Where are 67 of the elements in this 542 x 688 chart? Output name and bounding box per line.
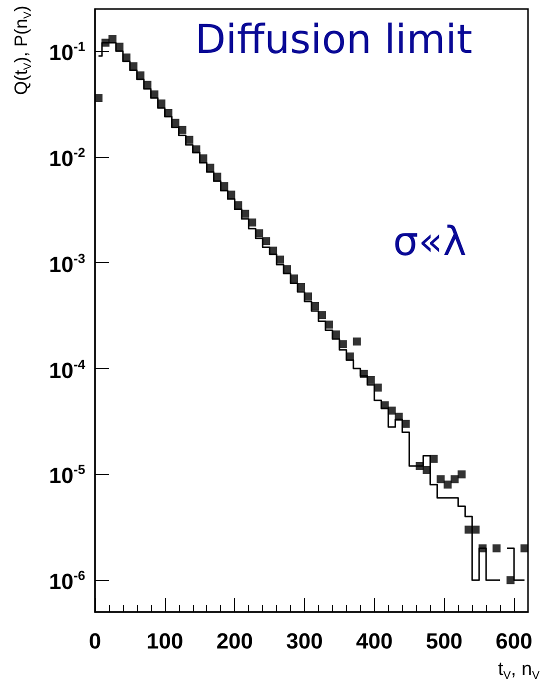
- point: [227, 190, 236, 199]
- x-tick-label: 200: [216, 628, 254, 654]
- x-tick-label: 300: [286, 628, 323, 654]
- point: [276, 256, 284, 264]
- point: [115, 42, 124, 51]
- point: [108, 35, 116, 44]
- point: [241, 210, 250, 218]
- point: [416, 462, 424, 470]
- point: [472, 526, 480, 534]
- point: [262, 237, 270, 246]
- point: [136, 71, 144, 80]
- point: [444, 480, 452, 489]
- point: [506, 576, 515, 584]
- point: [150, 90, 158, 98]
- point: [360, 370, 368, 378]
- point: [269, 246, 278, 255]
- point: [366, 376, 375, 384]
- point: [332, 330, 340, 338]
- point: [478, 544, 487, 552]
- point: [458, 470, 466, 478]
- x-tick-label: 100: [146, 628, 184, 654]
- point: [164, 109, 172, 118]
- point: [157, 99, 166, 108]
- point: [129, 62, 138, 70]
- point: [220, 182, 228, 190]
- x-tick-label: 600: [496, 628, 532, 654]
- x-tick-label: 500: [426, 628, 463, 654]
- point: [192, 145, 200, 154]
- point: [171, 118, 180, 127]
- y-tick-label: 10$^{-6}$: [49, 568, 86, 594]
- point: [492, 544, 501, 552]
- point: [304, 292, 312, 300]
- annotation: σ«λ: [393, 219, 466, 265]
- point: [436, 475, 445, 484]
- point: [297, 282, 306, 291]
- point: [388, 406, 396, 415]
- point: [402, 420, 410, 428]
- point: [122, 54, 130, 62]
- y-tick-label: 10$^{-1}$: [49, 38, 86, 66]
- point: [374, 384, 382, 392]
- x-axis-title: t$_{V}$, n$_{V}$: [498, 659, 540, 682]
- point: [338, 340, 347, 348]
- point: [380, 401, 389, 410]
- x-tick-label: 400: [356, 628, 393, 654]
- point: [248, 218, 256, 226]
- y-tick-label: 10$^{-5}$: [49, 462, 86, 488]
- point: [290, 274, 298, 282]
- y-tick-label: 10$^{-4}$: [49, 356, 86, 383]
- point: [352, 338, 361, 346]
- point: [450, 475, 459, 484]
- point: [394, 412, 403, 421]
- y-tick-label: 10$^{-3}$: [49, 250, 86, 277]
- annotation: Diffusion limit: [195, 17, 472, 63]
- point: [283, 265, 292, 274]
- point: [234, 201, 242, 210]
- point: [178, 126, 186, 134]
- point: [185, 136, 194, 144]
- point: [143, 80, 152, 89]
- point: [255, 229, 264, 238]
- x-tick-label: 0: [88, 628, 102, 654]
- point: [346, 352, 354, 360]
- point: [213, 172, 222, 181]
- y-tick-label: 10$^{-2}$: [49, 144, 86, 171]
- point: [101, 38, 110, 47]
- point: [430, 454, 438, 463]
- point: [422, 466, 431, 474]
- point: [324, 320, 333, 329]
